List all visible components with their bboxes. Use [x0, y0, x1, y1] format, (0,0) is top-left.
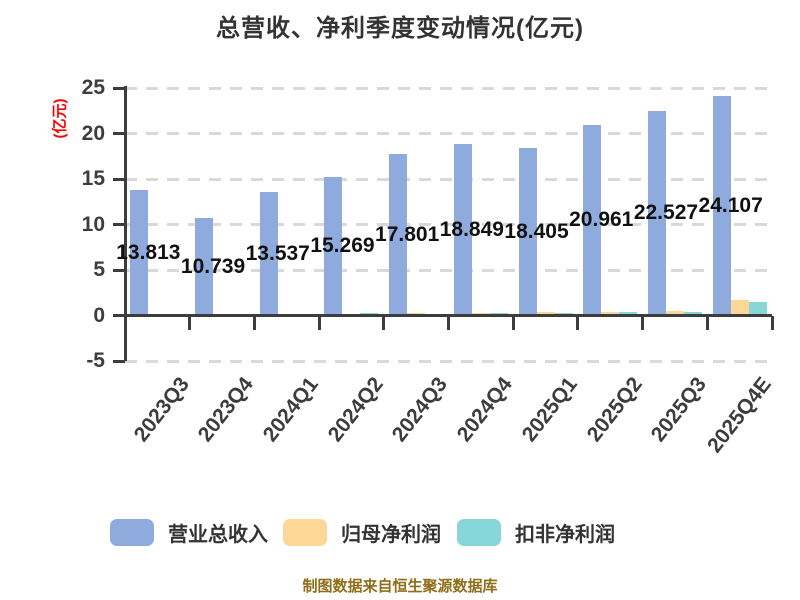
- y-tick-mark: [113, 268, 125, 272]
- gridline-25: [125, 86, 772, 90]
- x-tick-label: 2025Q3: [646, 373, 712, 447]
- bar-total-revenue: [712, 96, 731, 316]
- x-tick-mark: [705, 315, 709, 330]
- x-tick-mark: [511, 315, 515, 330]
- chart-title: 总营收、净利季度变动情况(亿元): [216, 15, 584, 42]
- x-tick-label: 2025Q2: [582, 373, 647, 447]
- legend-item-net-profit-excl-nonrecurring: 扣非净利润: [457, 518, 615, 547]
- x-tick-label: 2024Q3: [388, 373, 453, 447]
- x-tick-mark: [770, 315, 774, 330]
- y-tick-mark: [113, 86, 125, 90]
- gridline-10: [125, 223, 772, 226]
- y-tick-mark: [113, 359, 125, 363]
- y-tick-mark: [113, 314, 125, 317]
- gridline-15: [125, 177, 772, 181]
- bar-total-revenue: [195, 217, 214, 316]
- y-tick-mark: [113, 223, 125, 226]
- bar-net-profit: [730, 300, 749, 316]
- y-tick-mark: [113, 132, 125, 135]
- bar-net-profit: [536, 312, 555, 316]
- y-axis-line: [124, 86, 127, 361]
- y-tick-label: 10: [81, 212, 105, 236]
- legend-label: 归母净利润: [341, 524, 441, 546]
- bar-value-label: 10.739: [180, 254, 246, 278]
- bar-total-revenue: [324, 176, 343, 316]
- legend-swatch: [457, 519, 501, 546]
- legend-item-total-revenue: 营业总收入: [110, 518, 268, 547]
- x-tick-label: 2024Q1: [258, 373, 323, 447]
- bar-value-label: 17.801: [375, 222, 440, 246]
- x-tick-label: 2024Q2: [323, 373, 388, 447]
- x-tick-mark: [576, 315, 580, 330]
- y-tick-label: 0: [93, 303, 105, 327]
- x-tick-mark: [382, 315, 386, 330]
- x-tick-label: 2025Q1: [517, 373, 582, 447]
- bar-net-profit: [665, 311, 684, 316]
- legend-label: 营业总收入: [168, 524, 268, 546]
- bar-value-label: 18.405: [504, 219, 569, 243]
- y-tick-label: 25: [81, 76, 105, 99]
- bar-value-label: 20.961: [569, 208, 634, 232]
- x-tick-mark: [317, 315, 321, 330]
- x-tick-label: 2025Q4E: [703, 373, 776, 458]
- bar-net-profit: [601, 311, 620, 316]
- bar-net-profit-excl-nonrecurring: [748, 301, 767, 316]
- x-tick-label: 2023Q3: [129, 373, 194, 447]
- bar-value-label: 22.527: [633, 201, 699, 224]
- bar-total-revenue: [583, 124, 602, 316]
- source-note: 制图数据来自恒生聚源数据库: [302, 578, 498, 595]
- y-tick-mark: [113, 177, 125, 181]
- bar-value-label: 15.269: [310, 234, 375, 258]
- y-tick-label: 20: [81, 121, 105, 145]
- x-tick-mark: [641, 315, 645, 330]
- bar-total-revenue: [453, 143, 472, 316]
- legend: 营业总收入 归母净利润 扣非净利润: [0, 518, 800, 552]
- bar-net-profit-excl-nonrecurring: [683, 311, 702, 316]
- bar-net-profit-excl-nonrecurring: [619, 312, 638, 316]
- y-tick-label: -5: [86, 349, 105, 372]
- x-tick-label: 2023Q4: [194, 373, 259, 447]
- legend-swatch: [283, 519, 327, 546]
- bar-total-revenue: [518, 148, 537, 316]
- bar-value-label: 24.107: [698, 193, 763, 217]
- x-tick-label: 2024Q4: [452, 373, 517, 447]
- bar-total-revenue: [647, 110, 666, 316]
- bar-total-revenue: [130, 189, 149, 316]
- bar-value-label: 13.537: [245, 241, 310, 265]
- gridline-20: [125, 132, 772, 135]
- bar-value-label: 18.849: [439, 217, 504, 241]
- x-tick-mark: [188, 315, 192, 330]
- gridline-5: [125, 268, 772, 272]
- bar-total-revenue: [259, 192, 278, 316]
- y-tick-label: 15: [81, 167, 105, 190]
- x-tick-mark: [252, 315, 256, 330]
- y-tick-label: 5: [93, 258, 105, 281]
- legend-item-net-profit: 归母净利润: [283, 518, 441, 547]
- gridline--5: [125, 359, 772, 363]
- legend-swatch: [110, 519, 154, 546]
- legend-label: 扣非净利润: [515, 524, 615, 546]
- bar-value-label: 13.813: [116, 240, 181, 264]
- bar-total-revenue: [389, 153, 408, 316]
- x-tick-mark: [447, 315, 450, 330]
